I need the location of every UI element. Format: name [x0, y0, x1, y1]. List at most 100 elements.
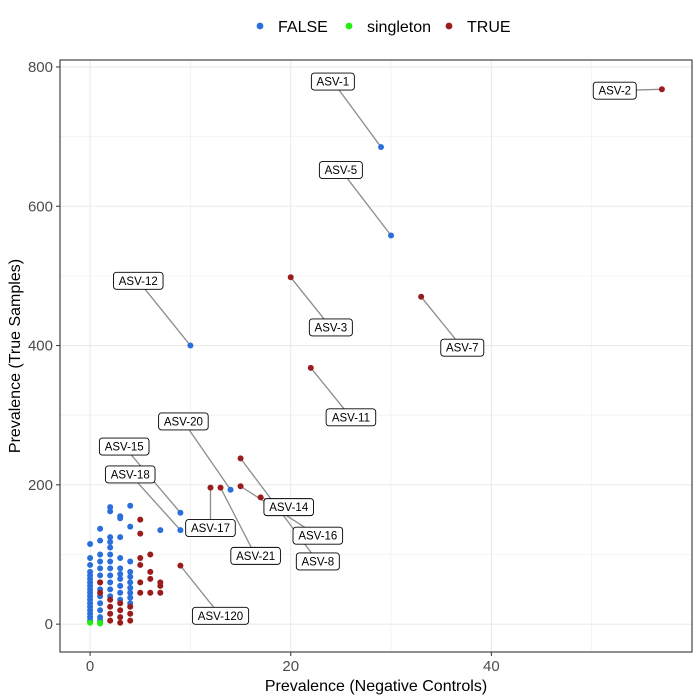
label-asv-17: ASV-17	[185, 519, 236, 537]
label-text: ASV-20	[164, 416, 203, 428]
point-true	[127, 617, 134, 624]
point-true	[137, 530, 144, 537]
label-box	[310, 72, 355, 91]
point-false	[87, 541, 94, 548]
point-false	[117, 515, 124, 522]
point-true	[137, 554, 144, 561]
point-true	[418, 293, 425, 300]
panel-border	[59, 59, 693, 653]
legend-label-singleton: singleton	[367, 19, 431, 36]
point-false	[97, 600, 104, 607]
point-false	[177, 509, 184, 516]
connector-asv-1	[332, 81, 382, 148]
point-true	[97, 579, 104, 586]
legend-label-true: TRUE	[467, 19, 511, 36]
label-asv-3: ASV-3	[308, 318, 353, 337]
label-box	[112, 271, 164, 290]
label-box	[592, 81, 637, 100]
point-true	[97, 589, 104, 596]
point-true	[107, 596, 114, 603]
point-false	[127, 558, 134, 565]
point-true	[137, 561, 144, 568]
label-text: ASV-21	[236, 551, 275, 563]
label-box	[440, 338, 485, 357]
point-true	[177, 562, 184, 569]
point-false	[107, 551, 114, 558]
y-tick-label: 200	[28, 477, 53, 494]
point-false	[97, 525, 104, 532]
y-tick-label: 800	[28, 59, 53, 76]
point-true	[117, 619, 124, 626]
label-asv-2: ASV-2	[592, 81, 637, 100]
point-true	[117, 600, 124, 607]
point-true	[117, 614, 124, 621]
point-false	[127, 523, 134, 530]
point-false	[107, 586, 114, 593]
x-tick-label: 0	[86, 658, 94, 675]
label-asv-14: ASV-14	[263, 498, 314, 517]
point-false	[87, 554, 94, 561]
point-false	[127, 502, 134, 509]
label-box	[104, 465, 156, 484]
y-tick-label: 400	[28, 338, 53, 355]
label-asv-8: ASV-8	[295, 552, 340, 571]
legend: FALSE singleton TRUE	[256, 19, 511, 36]
label-box	[325, 408, 377, 427]
point-true	[127, 610, 134, 617]
point-true	[157, 589, 164, 596]
label-asv-5: ASV-5	[318, 161, 363, 179]
legend-key-singleton	[345, 22, 353, 30]
y-tick-label: 0	[45, 616, 53, 633]
y-tick-label: 600	[28, 198, 53, 215]
label-asv-120: ASV-120	[191, 606, 250, 625]
connector-asv-21	[219, 487, 257, 557]
point-false	[97, 607, 104, 614]
point-false	[378, 144, 385, 151]
point-singleton	[97, 619, 104, 626]
point-true	[147, 568, 154, 575]
label-text: ASV-15	[105, 442, 144, 454]
y-axis-title: Prevalence (True Samples)	[7, 259, 24, 453]
point-false	[107, 534, 114, 541]
point-labels: ASV-1 ASV-2 ASV-5 ASV-12 ASV-3 ASV-7 ASV-11 ASV…	[98, 72, 637, 625]
point-true	[147, 575, 154, 582]
point-true	[147, 589, 154, 596]
connector-asv-20	[182, 421, 232, 491]
point-false	[127, 594, 134, 601]
legend-key-true	[445, 22, 453, 30]
plot-panel	[60, 60, 692, 652]
point-true	[658, 86, 665, 93]
label-text: ASV-120	[198, 611, 243, 623]
label-text: ASV-8	[302, 556, 335, 568]
point-true	[127, 603, 134, 610]
point-singleton	[87, 619, 94, 626]
point-false	[107, 565, 114, 572]
point-false	[107, 558, 114, 565]
point-true	[207, 484, 214, 491]
label-box	[158, 412, 209, 431]
point-false	[117, 565, 124, 572]
data-points	[87, 86, 665, 627]
point-false	[117, 582, 124, 589]
connector-asv-5	[340, 169, 392, 236]
point-false	[127, 573, 134, 580]
point-false	[227, 486, 234, 493]
point-true	[117, 607, 124, 614]
label-text: ASV-18	[111, 469, 150, 481]
point-false	[388, 232, 395, 239]
point-true	[287, 274, 294, 281]
label-text: ASV-16	[298, 531, 337, 543]
legend-label-false: FALSE	[278, 19, 328, 36]
point-true	[237, 455, 244, 462]
label-text: ASV-12	[119, 276, 158, 288]
label-asv-1: ASV-1	[310, 72, 355, 91]
label-box	[318, 161, 363, 179]
x-tick-label: 20	[282, 658, 299, 675]
point-false	[117, 589, 124, 596]
point-false	[87, 561, 94, 568]
point-false	[117, 554, 124, 561]
label-box	[230, 546, 281, 565]
point-false	[97, 572, 104, 579]
